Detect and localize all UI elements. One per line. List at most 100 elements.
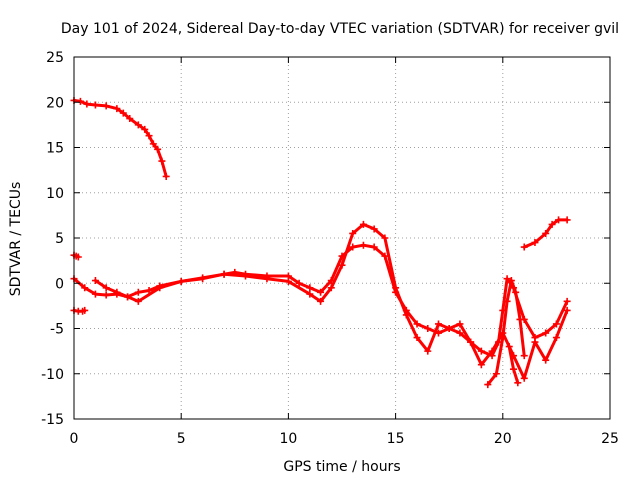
data-point — [134, 288, 142, 296]
y-tick-label: -15 — [41, 412, 64, 428]
data-point — [102, 102, 110, 110]
data-point — [531, 338, 539, 346]
y-tick-label: 0 — [55, 276, 64, 292]
axis-ticks — [73, 56, 611, 420]
data-point — [548, 220, 556, 228]
data-point — [177, 277, 185, 285]
data-point — [563, 306, 571, 314]
data-point — [512, 288, 520, 296]
data-point — [424, 347, 432, 355]
y-tick-label: -5 — [50, 322, 64, 338]
data-point — [503, 275, 511, 283]
data-point — [424, 325, 432, 332]
series-group — [70, 306, 89, 315]
data-point — [359, 241, 367, 249]
data-point — [413, 334, 421, 342]
series-line — [93, 222, 569, 380]
y-tick-label: 5 — [55, 231, 64, 247]
data-point — [520, 374, 528, 382]
data-point — [503, 297, 511, 305]
data-point — [158, 157, 166, 165]
x-tick-label: 5 — [177, 431, 186, 447]
data-point — [134, 121, 142, 129]
data-point — [510, 365, 518, 373]
data-point — [370, 225, 378, 233]
y-tick-label: 10 — [46, 186, 64, 202]
data-point — [542, 229, 550, 237]
data-point — [83, 100, 91, 108]
data-point — [134, 297, 142, 305]
data-point — [338, 261, 346, 269]
data-point — [484, 381, 492, 389]
data-point — [507, 277, 515, 285]
data-point — [141, 125, 149, 133]
data-point — [505, 343, 513, 351]
series-group — [70, 251, 82, 261]
data-point — [370, 243, 378, 251]
data-point — [456, 320, 464, 328]
data-point — [91, 290, 99, 298]
data-point — [284, 277, 292, 285]
data-point — [402, 311, 410, 319]
data-point — [220, 270, 228, 278]
data-point — [349, 243, 357, 251]
y-tick-label: 25 — [46, 50, 64, 66]
data-point — [119, 109, 127, 117]
data-point — [145, 286, 153, 294]
series-group — [505, 343, 522, 387]
data-point — [81, 284, 89, 292]
data-point — [242, 272, 250, 280]
data-point — [124, 293, 132, 301]
data-point — [456, 329, 464, 337]
data-point — [542, 356, 550, 364]
series-group — [70, 96, 170, 180]
x-tick-label: 0 — [70, 431, 79, 447]
data-point — [531, 239, 539, 247]
data-point — [295, 279, 303, 287]
data-point — [492, 370, 500, 378]
data-point — [156, 284, 164, 292]
data-point — [113, 288, 121, 296]
y-axis-label: SDTVAR / TECUs — [8, 182, 24, 297]
y-tick-label: -10 — [41, 367, 64, 383]
data-point — [542, 329, 550, 337]
data-point — [126, 115, 134, 123]
data-point — [162, 172, 170, 180]
x-tick-label: 25 — [601, 431, 619, 447]
series-group — [520, 216, 571, 251]
data-point — [563, 216, 571, 224]
data-point — [467, 338, 475, 346]
data-point — [91, 277, 99, 285]
data-point — [149, 140, 157, 148]
data-point — [514, 379, 522, 387]
data-point — [74, 253, 82, 261]
data-point — [434, 320, 442, 328]
data-point — [327, 284, 335, 292]
data-point — [488, 347, 496, 355]
data-point — [477, 361, 485, 369]
data-point — [413, 320, 421, 328]
data-point — [392, 284, 400, 292]
series-line — [486, 279, 526, 387]
data-point — [145, 132, 153, 140]
y-tick-label: 20 — [46, 95, 64, 111]
data-point — [520, 243, 528, 251]
data-point — [381, 234, 389, 242]
x-tick-label: 10 — [279, 431, 297, 447]
x-tick-label: 15 — [387, 431, 405, 447]
data-point — [552, 334, 560, 342]
data-point — [199, 275, 207, 283]
data-point — [81, 306, 89, 314]
data-point — [102, 284, 110, 292]
data-point — [516, 315, 524, 323]
x-axis-label: GPS time / hours — [283, 459, 400, 475]
data-point — [317, 297, 325, 305]
data-point — [306, 290, 314, 298]
grid-lines — [74, 57, 610, 419]
data-point — [263, 275, 271, 283]
data-point — [445, 325, 453, 332]
data-point — [359, 220, 367, 228]
tick-labels: 0 5 10 15 20 25 -15 -10 -5 0 5 10 15 20 25 — [41, 50, 619, 447]
data-point — [91, 101, 99, 109]
